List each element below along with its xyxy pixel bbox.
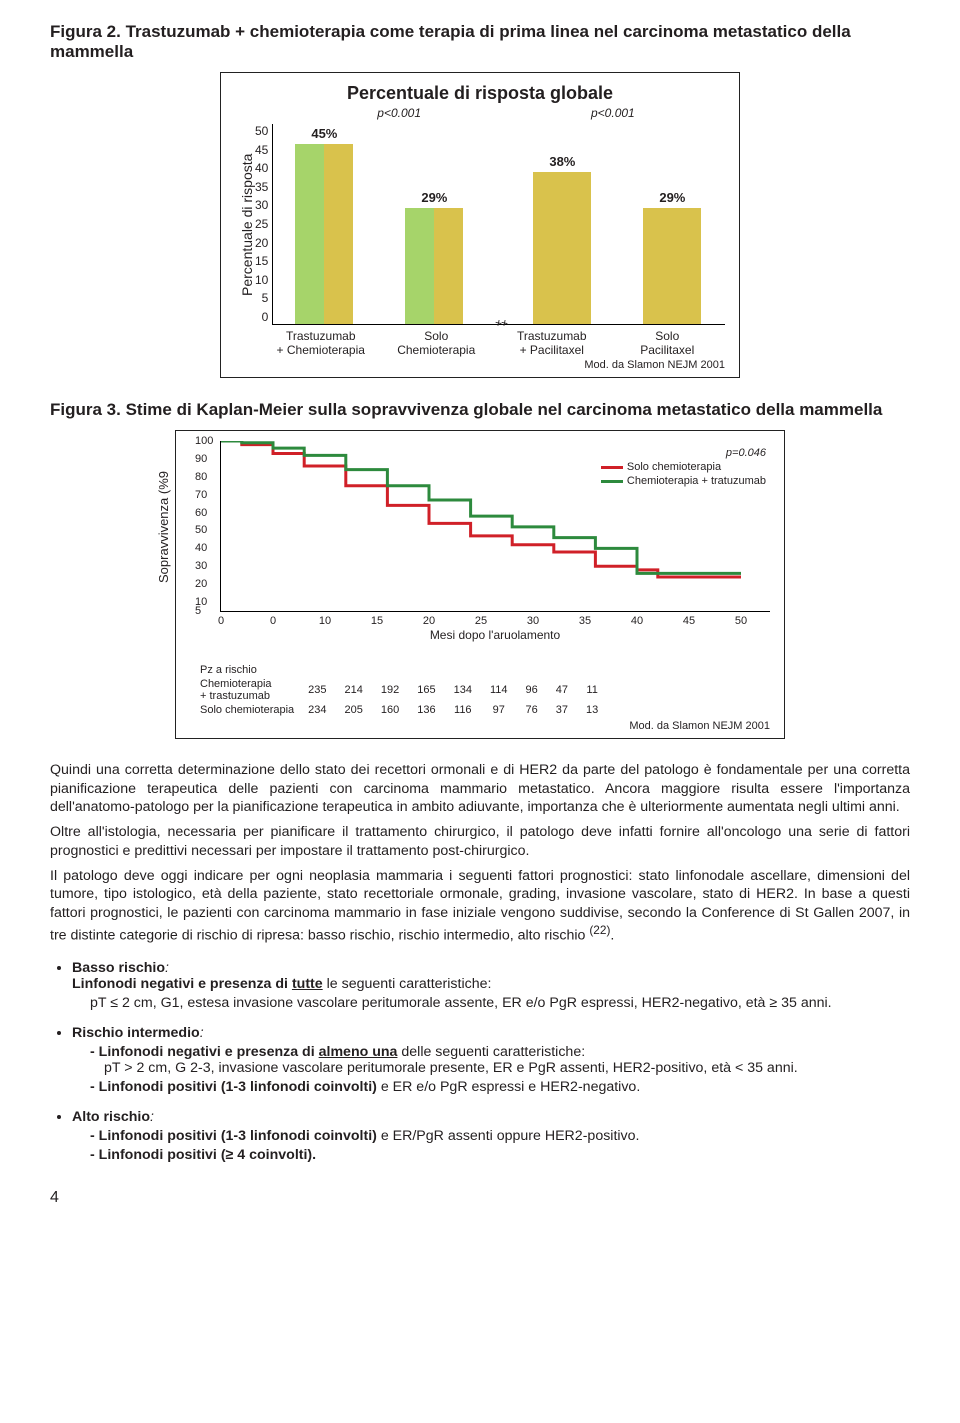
bar: 29% bbox=[643, 208, 701, 324]
paragraph-1: Quindi una corretta determinazione dello… bbox=[50, 761, 910, 817]
risk-list: Basso rischio: Linfonodi negativi e pres… bbox=[50, 960, 910, 1163]
bar: 45% bbox=[295, 144, 353, 324]
y-ticks: 50454035302520151050 bbox=[255, 124, 272, 324]
bar: 38% bbox=[533, 172, 591, 324]
km-y-label: Sopravvivenza (%9 bbox=[156, 471, 171, 583]
pval-left: p<0.001 bbox=[377, 106, 421, 120]
inter-a: - Linfonodi negativi e presenza di almen… bbox=[90, 1044, 397, 1060]
figure-2-title: Figura 2. Trastuzumab + chemioterapia co… bbox=[50, 22, 910, 62]
bar: 29% bbox=[405, 208, 463, 324]
figure-3-chart: Sopravvivenza (%9 p=0.046 Solo chemioter… bbox=[175, 430, 785, 739]
rischio-intermedio: Rischio intermedio: - Linfonodi negativi… bbox=[72, 1025, 910, 1095]
chart-2-title: Percentuale di risposta globale bbox=[235, 83, 725, 104]
km-x-title: Mesi dopo l'aruolamento bbox=[220, 628, 770, 642]
page-number: 4 bbox=[50, 1189, 910, 1207]
paragraph-2: Oltre all'istologia, necessaria per pian… bbox=[50, 823, 910, 860]
figure-2-chart: Percentuale di risposta globale p<0.001 … bbox=[220, 72, 740, 378]
bar-plot: + + 45%29%38%29% bbox=[272, 124, 725, 325]
chart-source: Mod. da Slamon NEJM 2001 bbox=[235, 359, 725, 371]
km-source: Mod. da Slamon NEJM 2001 bbox=[190, 720, 770, 732]
paragraph-3: Il patologo deve oggi indicare per ogni … bbox=[50, 867, 910, 946]
pval-right: p<0.001 bbox=[591, 106, 635, 120]
alto-rischio: Alto rischio: - Linfonodi positivi (1-3 … bbox=[72, 1109, 910, 1163]
basso-rischio: Basso rischio: Linfonodi negativi e pres… bbox=[72, 960, 910, 1011]
risk-table: Pz a rischioChemioterapia+ trastuzumab23… bbox=[190, 662, 608, 718]
km-pval: p=0.046 bbox=[601, 447, 766, 459]
figure-3-title: Figura 3. Stime di Kaplan-Meier sulla so… bbox=[50, 400, 910, 420]
km-legend: p=0.046 Solo chemioterapiaChemioterapia … bbox=[601, 447, 766, 487]
basso-line1: Linfonodi negativi e presenza di tutte bbox=[72, 976, 323, 992]
y-axis-label: Percentuale di risposta bbox=[235, 124, 255, 325]
x-labels: Trastuzumab+ ChemioterapiaSoloChemiotera… bbox=[263, 329, 725, 357]
km-plot: p=0.046 Solo chemioterapiaChemioterapia … bbox=[220, 441, 770, 612]
